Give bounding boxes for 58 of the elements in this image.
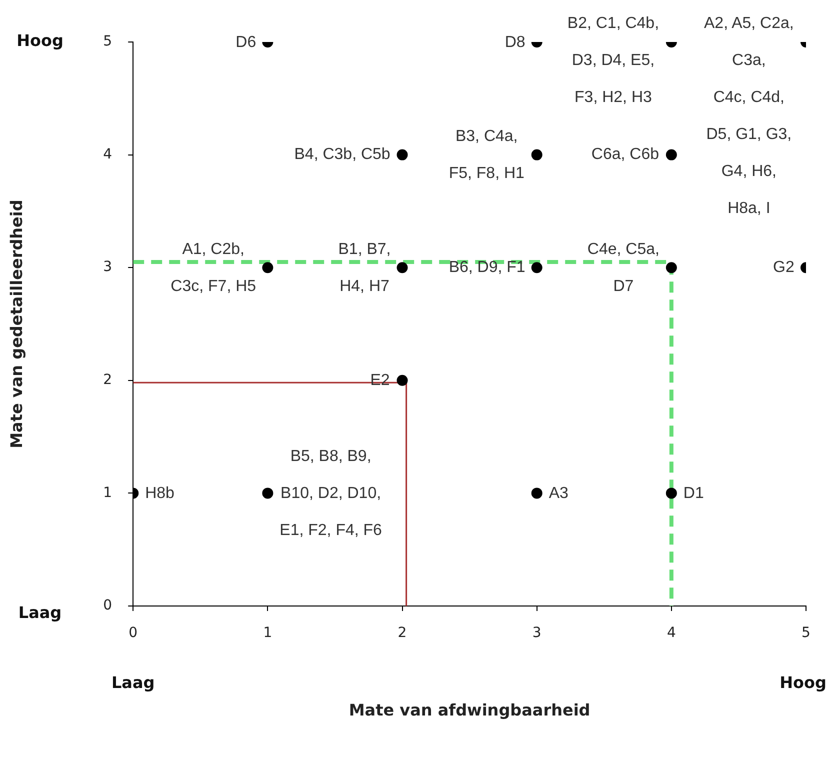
annotation: C4c, C4d, <box>712 88 786 108</box>
annotation: C4e, C5a, <box>587 240 660 260</box>
y-tick-label: 2 <box>103 372 112 388</box>
point <box>262 262 274 274</box>
annotation: A3 <box>548 484 568 504</box>
annotation: H8a, I <box>726 199 772 219</box>
x-tick-label: 3 <box>532 625 542 642</box>
annotation: B4, C3b, C5b <box>294 145 390 166</box>
x-tick-label: 4 <box>666 625 676 642</box>
text: Laag <box>18 603 62 622</box>
text: Laag <box>111 673 155 692</box>
point <box>666 262 677 274</box>
annotation: B3, C4a, <box>454 126 519 147</box>
annotation: A2, A5, C2a, <box>704 14 794 34</box>
annotation: C3a, <box>731 51 767 71</box>
annotation: G4, H6, <box>720 162 778 182</box>
annotation: D3, D4, E5, <box>570 51 656 71</box>
x-tick-label: 2 <box>398 625 407 642</box>
point <box>396 149 408 160</box>
annotation: B5, B8, B9, <box>289 446 372 467</box>
annotation: D7 <box>612 276 635 297</box>
text: Hoog <box>780 673 826 692</box>
point <box>531 149 542 160</box>
annotation: G2 <box>773 258 794 278</box>
text: Hoog <box>16 31 64 50</box>
y-tick-label: 5 <box>103 34 112 50</box>
point <box>396 374 408 386</box>
x-tick-label: 5 <box>802 625 810 642</box>
x-tick-label: 0 <box>128 625 138 642</box>
annotation: A1, C2b, <box>181 240 246 260</box>
point <box>531 488 542 499</box>
y-tick-label: 1 <box>103 484 112 501</box>
annotation: B10, D2, D10, <box>280 484 382 504</box>
annotation: E1, F2, F4, F6 <box>280 520 382 541</box>
x-axis-title: Mate van afdwingbaarheid <box>348 700 590 720</box>
annotation: B6, D9, F1 <box>448 258 526 278</box>
annotation: C3c, F7, H5 <box>170 276 256 297</box>
annotation: B2, C1, C4b, <box>567 14 660 34</box>
point <box>666 488 677 499</box>
y-tick-label: 0 <box>103 598 112 614</box>
annotation: D8 <box>504 32 526 52</box>
annotation: F3, H2, H3 <box>574 88 653 108</box>
annotation: H8b <box>145 484 174 504</box>
annotation: H4, H7 <box>338 276 390 297</box>
annotation: C6a, C6b <box>591 145 659 166</box>
y-tick-label: 4 <box>103 146 112 162</box>
annotation: D1 <box>683 484 704 504</box>
point <box>666 149 677 160</box>
y-tick-label: 3 <box>103 259 112 276</box>
x-tick-label: 1 <box>263 625 272 642</box>
point <box>396 262 408 274</box>
point <box>531 262 542 274</box>
annotation: D5, G1, G3, <box>705 125 793 145</box>
point <box>262 488 274 499</box>
y-axis-title: Mate van gedetailleerdheid <box>6 200 26 448</box>
annotation: B1, B7, <box>338 240 391 260</box>
annotation: D6 <box>236 32 256 52</box>
annotation: F5, F8, H1 <box>448 164 524 184</box>
